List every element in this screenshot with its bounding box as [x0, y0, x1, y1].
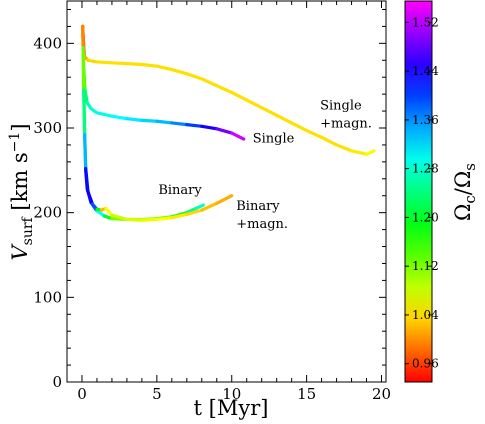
y-tick-label: 300	[33, 119, 62, 137]
annotation-line: Binary	[158, 183, 202, 198]
y-axis-title-sub: surf	[20, 215, 36, 245]
series-segment	[125, 117, 144, 122]
y-tick-label: 0	[52, 373, 62, 391]
series-segment	[140, 217, 159, 222]
annotation-binary-magn: Binary +magn.	[236, 199, 288, 232]
annotation-line: +magn.	[320, 116, 372, 131]
x-tick-label: 10	[222, 385, 241, 403]
series-segment	[110, 213, 129, 222]
annotation-binary: Binary	[158, 183, 202, 198]
y-axis-title-unit: [km s	[8, 152, 32, 217]
series-segment	[260, 106, 279, 117]
y-axis-ticks: 0 100 200 300 400	[33, 8, 386, 391]
colorbar-tick-label: 1.04	[412, 308, 439, 322]
y-axis-title-sup: −1	[7, 132, 23, 153]
series-segment	[200, 124, 219, 131]
annotations-layer: Single Single +magn. Binary Binary +magn.	[158, 98, 372, 232]
x-tick-label: 20	[372, 385, 391, 403]
series-single-magn	[81, 24, 376, 156]
series-segment	[125, 62, 144, 67]
x-tick-label: 0	[77, 385, 87, 403]
series-single	[81, 24, 246, 141]
x-axis-ticks: 0 5 10 15 20	[66, 1, 391, 403]
series-segment	[81, 45, 86, 92]
colorbar-title: Ωc/Ωs	[451, 163, 479, 221]
series-segment	[84, 167, 90, 194]
series-segment	[155, 119, 174, 125]
colorbar-tick-label: 1.52	[412, 15, 439, 29]
series-segment	[155, 216, 174, 222]
series-segment	[170, 121, 189, 127]
series-binary-magn	[81, 24, 234, 222]
colorbar-ticks: 0.96 1.04 1.12 1.20 1.28 1.36 1.44 1.52	[405, 15, 439, 371]
x-tick-label: 15	[297, 385, 316, 403]
colorbar-tick-label: 1.36	[412, 113, 439, 127]
series-segment	[275, 113, 294, 125]
series-segment	[200, 77, 219, 88]
y-axis-title: Vsurf [km s−1]	[7, 123, 36, 260]
colorbar-tick-label: 0.96	[412, 357, 439, 371]
y-tick-label: 400	[33, 34, 62, 52]
series-segment	[185, 123, 204, 128]
series-segment	[185, 72, 204, 81]
series-segment	[86, 189, 95, 206]
colorbar-tick-label: 1.28	[412, 162, 439, 176]
colorbar-tick-label: 1.20	[412, 210, 439, 224]
colorbar-title-sub1: c	[461, 195, 479, 203]
series-segment	[140, 62, 159, 68]
series-segment	[125, 217, 144, 222]
annotation-line: Single	[253, 131, 295, 146]
colorbar-tick-label: 1.12	[412, 259, 439, 273]
series-segment	[290, 121, 309, 133]
plot-frame	[66, 0, 387, 383]
series-segment	[320, 135, 339, 147]
series-segment	[215, 194, 234, 205]
series-segment	[230, 90, 249, 102]
series-segment	[200, 201, 219, 212]
series-segment	[170, 212, 189, 220]
x-axis-title: t [Myr]	[194, 396, 269, 420]
y-axis-title-main: V	[8, 244, 32, 261]
series-segment	[185, 208, 204, 216]
colorbar-title-sub2: s	[461, 163, 479, 171]
series-segment	[334, 143, 354, 153]
series-segment	[194, 203, 205, 211]
series-segment	[230, 131, 246, 141]
series-segment	[140, 118, 159, 123]
series-segment	[82, 88, 87, 137]
colorbar-title-slash: /Ω	[451, 171, 475, 196]
series-segment	[305, 128, 324, 139]
x-tick-label: 5	[152, 385, 162, 403]
series-segment	[110, 114, 129, 121]
series-segment	[95, 60, 114, 65]
series-segment	[83, 133, 88, 171]
colorbar	[404, 0, 433, 383]
series-segment	[185, 206, 198, 215]
series-segment	[349, 149, 369, 156]
series-segment	[155, 64, 174, 72]
series-segment	[110, 61, 129, 66]
annotation-single-magn: Single +magn.	[320, 98, 372, 131]
series-segment	[95, 111, 114, 118]
series-segment	[215, 127, 234, 135]
annotation-line: Binary	[236, 199, 280, 214]
annotation-single: Single	[253, 131, 295, 146]
series-segment	[364, 149, 376, 156]
y-tick-label: 100	[33, 288, 62, 306]
annotation-line: +magn.	[236, 217, 288, 232]
annotation-line: Single	[320, 98, 362, 113]
colorbar-tick-label: 1.44	[412, 64, 439, 78]
series-segment	[245, 98, 264, 110]
colorbar-title-main: Ω	[451, 204, 475, 221]
series-segment	[170, 67, 189, 76]
y-tick-label: 200	[33, 204, 62, 222]
y-axis-title-close: ]	[8, 123, 32, 131]
series-layer	[81, 24, 376, 222]
series-segment	[215, 84, 234, 95]
